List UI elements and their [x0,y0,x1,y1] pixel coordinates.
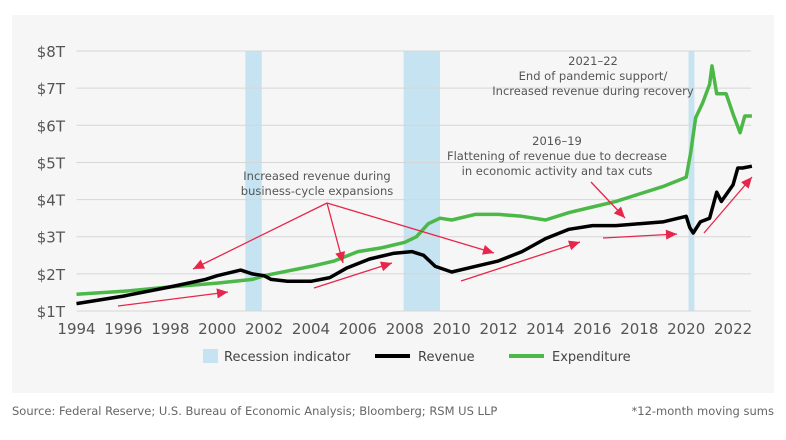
y-tick-label: $5T [37,154,66,172]
recession-band-1 [403,51,440,312]
arrow-2016-19-head [665,229,677,240]
arrow-2000s-head [379,261,392,272]
x-tick-label: 1994 [57,320,95,338]
y-tick-label: $2T [37,266,66,284]
x-tick-label: 1998 [151,320,189,338]
pointer-expansion-1-head [193,259,206,269]
arrow-2010s-head [567,240,580,251]
chart: $1T $2T $3T $4T $5T $6T $7T $8T 1994 1996 1998 2000… [37,43,753,365]
arrow-2021-22 [703,176,753,234]
x-tick-label: 2018 [620,320,658,338]
x-tick-label: 2020 [667,320,705,338]
y-tick-label: $1T [37,303,66,321]
arrow-2016-19 [602,233,678,239]
recession-band-2 [688,51,695,312]
source-note: Source: Federal Reserve; U.S. Bureau of … [12,404,498,418]
pointer-flattening-head [613,206,625,218]
legend-recession-label: Recession indicator [224,350,351,365]
x-tick-label: 2008 [386,320,424,338]
annotation-recovery-line3: Increased revenue during recovery [492,84,694,98]
arrow-1990s-head [216,288,228,299]
pointer-expansion-1 [192,202,328,270]
arrow-2010s [460,241,581,282]
x-tick-label: 2016 [573,320,611,338]
x-tick-label: 2022 [714,320,752,338]
annotation-flattening-line1: 2016–19 [532,134,582,148]
y-tick-label: $7T [37,80,66,98]
y-tick-label: $8T [37,43,66,61]
legend: Recession indicator Revenue Expenditure [203,349,631,365]
annotation-recovery-line2: End of pandemic support/ [519,69,668,83]
arrow-1990s [117,291,229,307]
annotation-flattening-line2: Flattening of revenue due to decrease [447,149,667,163]
y-tick-label: $3T [37,229,66,247]
legend-revenue-label: Revenue [418,350,475,365]
annotation-arrows [117,176,753,307]
footnote: *12-month moving sums [631,404,774,418]
annotation-expansions-line2: business-cycle expansions [241,184,393,198]
x-tick-label: 2006 [339,320,377,338]
annotation-recovery-line1: 2021–22 [568,54,618,68]
x-tick-label: 2012 [480,320,518,338]
x-tick-label: 2014 [526,320,564,338]
expenditure-line [76,64,752,297]
arrow-2000s [313,262,393,289]
arrow-2021-22-head [741,177,752,189]
x-tick-label: 2004 [292,320,330,338]
legend-expenditure-label: Expenditure [552,350,631,365]
x-tick-label: 2010 [433,320,471,338]
x-tick-label: 1996 [104,320,142,338]
recession-band-0 [245,51,262,312]
pointer-expansion-3-head [482,245,494,255]
revenue-line [76,164,753,306]
annotation-expansions-line1: Increased revenue during [243,169,390,183]
annotation-flattening-line3: in economic activity and tax cuts [462,164,653,178]
y-tick-label: $4T [37,192,66,210]
pointer-expansion-2-head [335,251,345,263]
y-tick-label: $6T [37,117,66,135]
chart-panel [12,15,774,393]
x-tick-label: 2002 [245,320,283,338]
pointer-expansion-3 [326,202,495,254]
legend-recession-swatch [203,349,218,363]
x-tick-label: 2000 [198,320,236,338]
